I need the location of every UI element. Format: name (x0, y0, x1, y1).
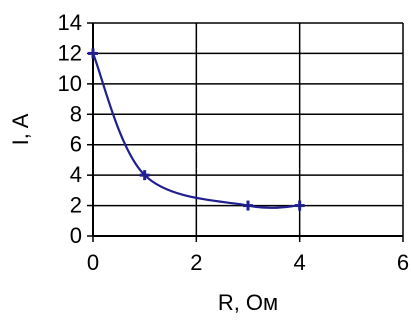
x-tick-label: 4 (294, 250, 306, 275)
y-tick-label: 10 (58, 71, 82, 96)
y-tick-label: 8 (70, 101, 82, 126)
y-tick-label: 12 (58, 40, 82, 65)
x-tick-label: 6 (397, 250, 409, 275)
axes (92, 23, 403, 237)
y-tick-label: 6 (70, 132, 82, 157)
x-axis-label: R, Ом (218, 290, 278, 315)
x-tick-label: 2 (190, 250, 202, 275)
data-points (88, 48, 305, 211)
x-axis-ticks: 0 2 4 6 (87, 236, 409, 275)
y-tick-label: 14 (58, 10, 82, 35)
y-axis-ticks: 0 2 4 6 8 10 12 14 (58, 10, 93, 248)
series-line (91, 52, 300, 209)
y-axis-label: I, A (8, 113, 33, 145)
x-tick-label: 0 (87, 250, 99, 275)
y-tick-label: 0 (70, 223, 82, 248)
y-tick-label: 2 (70, 193, 82, 218)
y-tick-label: 4 (70, 162, 82, 187)
